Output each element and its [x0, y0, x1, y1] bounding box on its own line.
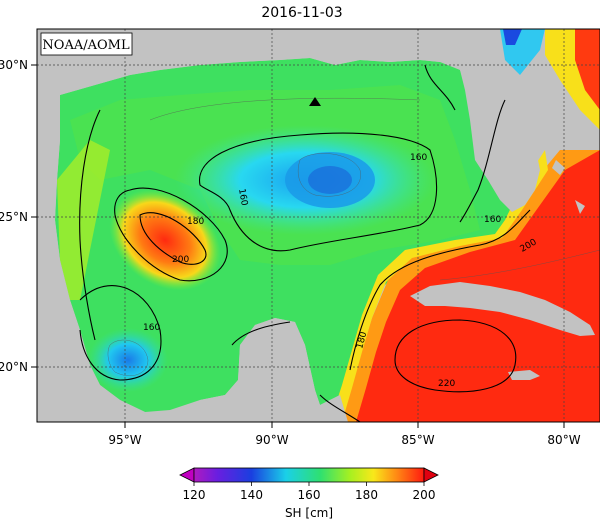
contour-label: 220 — [438, 379, 455, 389]
colorbar-ticks — [193, 482, 425, 486]
latitude-tick-label: 20°N — [0, 360, 28, 374]
loop-current-front — [340, 150, 600, 422]
florida-land — [460, 60, 540, 212]
contour-label: 160 — [236, 188, 249, 207]
colorbar-tick-label: 200 — [413, 488, 436, 502]
colorbar-label: SH [cm] — [285, 506, 333, 520]
colorbar: 120 140 160 180 200 SH [cm] — [179, 467, 439, 520]
source-label: NOAA/AOML — [42, 38, 130, 53]
central-low-core-inner — [308, 166, 352, 194]
triangle-station-marker — [309, 97, 321, 106]
west-shelf-tint — [57, 140, 110, 300]
contour-label: 200 — [172, 255, 189, 265]
longitude-tick-label: 90°W — [255, 433, 288, 447]
southwest-low-eddy — [88, 328, 168, 392]
atlantic-northeast-warm — [575, 29, 600, 110]
atlantic-cold-core — [503, 29, 522, 45]
colorbar-tick-label: 180 — [355, 488, 378, 502]
longitude-tick-label: 95°W — [108, 433, 141, 447]
contour-label: 160 — [143, 323, 160, 333]
yucatan-land — [170, 318, 348, 422]
contour-label: 180 — [355, 331, 369, 350]
contour-label-group: 160 160 160 160 180 200 200 180 220 — [143, 153, 539, 389]
colorbar-tick-label: 120 — [183, 488, 206, 502]
map-title-date: 2016-11-03 — [261, 5, 342, 21]
us-gulf-coast-land — [37, 29, 600, 100]
mexico-west-land — [37, 95, 170, 422]
cuba-land — [410, 282, 595, 336]
loop-current-front-yellow — [330, 150, 548, 422]
contour-minor-lines — [107, 97, 600, 376]
longitude-tick-label: 85°W — [401, 433, 434, 447]
bahamas-islands — [552, 160, 565, 175]
colorbar-tick-label: 160 — [298, 488, 321, 502]
colorbar-gradient — [193, 467, 425, 483]
contour-lines — [79, 64, 531, 422]
jamaica-land — [508, 370, 540, 380]
colorbar-high-arrow — [423, 467, 439, 483]
map-area: 160 160 160 160 180 200 200 180 220 — [37, 29, 600, 422]
source-label-box — [40, 32, 133, 56]
latitude-tick-label: 25°N — [0, 210, 28, 224]
colorbar-tick-label: 140 — [240, 488, 263, 502]
latitude-tick-label: 30°N — [0, 58, 28, 72]
contour-label: 160 — [484, 215, 501, 225]
axis-ticks — [31, 64, 565, 428]
colorbar-low-arrow — [179, 467, 195, 483]
bahamas-islands-2 — [575, 200, 585, 214]
longitude-tick-label: 80°W — [547, 433, 580, 447]
west-warm-eddy — [109, 189, 221, 291]
contour-label: 180 — [187, 217, 204, 227]
map-frame — [36, 28, 600, 423]
contour-label: 160 — [410, 153, 427, 163]
